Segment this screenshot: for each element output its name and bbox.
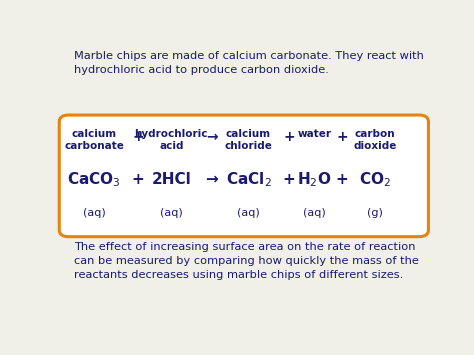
Text: (aq): (aq) [237,208,260,218]
Text: water: water [298,129,331,139]
Text: +: + [336,130,348,144]
Text: calcium
chloride: calcium chloride [225,129,273,151]
FancyBboxPatch shape [59,115,428,237]
Text: +: + [132,130,144,144]
Text: (aq): (aq) [303,208,326,218]
Text: CaCO$_3$: CaCO$_3$ [67,170,121,189]
Text: +: + [283,130,295,144]
Text: +: + [132,172,145,187]
Text: (aq): (aq) [83,208,106,218]
Text: calcium
carbonate: calcium carbonate [64,129,124,151]
Text: →: → [205,172,218,187]
Text: carbon
dioxide: carbon dioxide [354,129,397,151]
Text: The effect of increasing surface area on the rate of reaction
can be measured by: The effect of increasing surface area on… [74,242,419,280]
Text: +: + [336,172,348,187]
Text: Marble chips are made of calcium carbonate. They react with
hydrochloric acid to: Marble chips are made of calcium carbona… [74,51,424,75]
Text: H$_2$O: H$_2$O [297,170,332,189]
Text: CaCl$_2$: CaCl$_2$ [226,170,271,189]
Text: +: + [283,172,295,187]
Text: hydrochloric
acid: hydrochloric acid [135,129,208,151]
Text: CO$_2$: CO$_2$ [359,170,391,189]
Text: 2HCl: 2HCl [151,172,191,187]
Text: (aq): (aq) [160,208,182,218]
Text: (g): (g) [367,208,383,218]
Text: →: → [206,130,218,144]
